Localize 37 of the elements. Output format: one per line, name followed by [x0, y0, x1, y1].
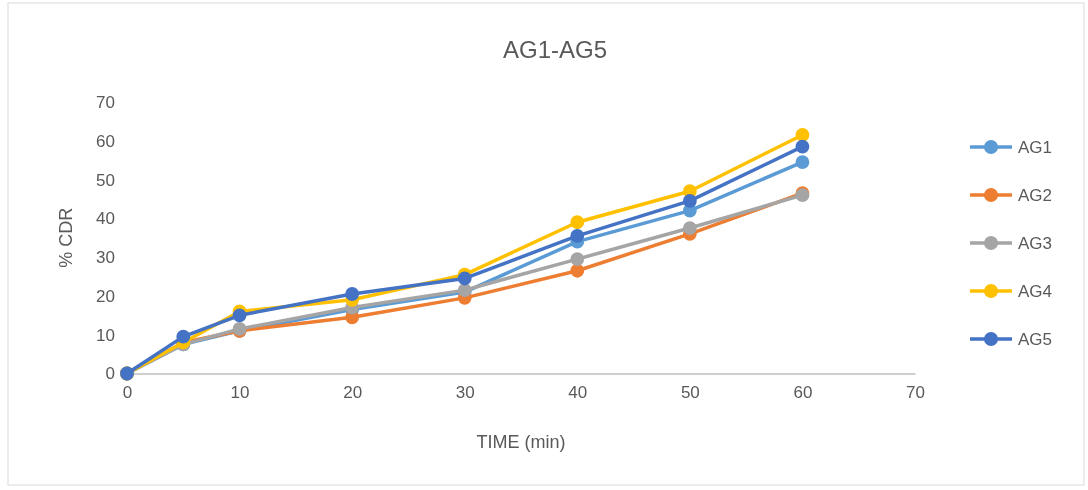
point	[795, 155, 810, 170]
point	[570, 215, 585, 230]
y-tick-label: 0	[105, 364, 115, 384]
y-tick-label: 30	[96, 248, 115, 268]
point	[570, 263, 585, 278]
legend-label: AG3	[1018, 234, 1053, 253]
chart-title: AG1-AG5	[502, 36, 608, 63]
point	[570, 228, 585, 243]
point	[682, 194, 697, 208]
legend-label: AG2	[1018, 186, 1053, 205]
legend-label: AG1	[1018, 138, 1053, 157]
x-tick-label: 10	[230, 382, 250, 402]
x-tick-label: 70	[906, 382, 925, 402]
y-axis-title: % CDR	[56, 207, 76, 268]
point	[682, 221, 697, 235]
x-tick-label: 30	[455, 382, 475, 402]
point	[570, 252, 585, 266]
y-tick-label: 50	[96, 170, 115, 190]
x-axis-title: TIME (min)	[476, 432, 566, 452]
legend-label: AG5	[1018, 330, 1053, 349]
point	[795, 139, 810, 154]
y-tick-label: 20	[96, 286, 115, 306]
point	[457, 271, 472, 286]
point	[345, 287, 360, 301]
legend-label: AG4	[1018, 282, 1053, 301]
point	[795, 128, 810, 142]
point	[176, 329, 191, 344]
point	[232, 308, 247, 323]
x-tick-label: 50	[680, 382, 700, 402]
x-tick-label: 20	[343, 382, 363, 402]
y-tick-label: 40	[96, 209, 115, 229]
y-tick-label: 70	[96, 92, 115, 112]
x-tick-label: 60	[793, 382, 813, 402]
x-tick-label: 40	[568, 382, 588, 402]
y-tick-label: 60	[96, 131, 115, 151]
x-tick-label: 0	[122, 382, 133, 402]
y-tick-label: 10	[96, 325, 115, 345]
